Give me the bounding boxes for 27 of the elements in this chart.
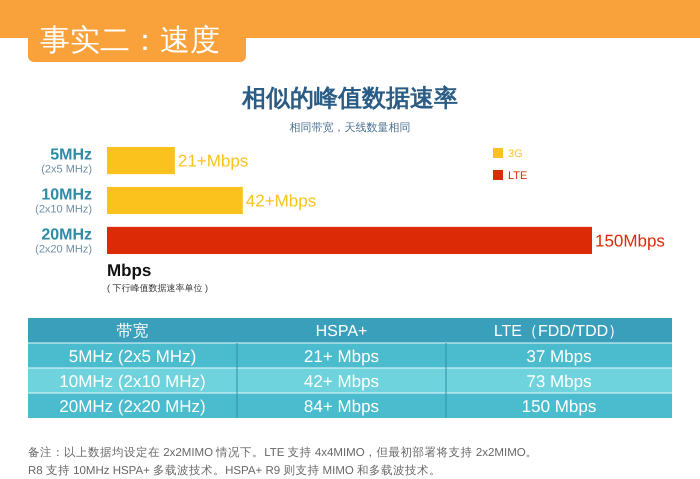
- text: 10MHz (2x10 MHz): [59, 372, 206, 391]
- data-label: 42+Mbps: [246, 192, 316, 210]
- chart-subtitle: 相同带宽，天线数量相同: [290, 121, 410, 134]
- legend-label: 3G: [508, 148, 523, 160]
- text: 事实二：速度: [40, 24, 220, 57]
- text: 37 Mbps: [526, 347, 592, 366]
- category-label: LTE（FDD/TDD）: [494, 323, 624, 340]
- category-label: 带宽: [116, 322, 148, 340]
- text: 备注：以上数据均设定在 2x2MIMO 情况下。LTE 支持 4x4MIMO，但最初部署将支持 2x2MIMO。: [28, 445, 538, 459]
- text: 5MHz (2x5 MHz): [68, 347, 196, 366]
- text: 73 Mbps: [526, 372, 592, 391]
- text: 150 Mbps: [522, 397, 596, 416]
- category-label: HSPA+: [316, 323, 368, 340]
- y-tick-label: 10MHz (2x10 MHz): [35, 186, 92, 216]
- text: ( 下行峰值数据速率单位 ): [107, 283, 208, 293]
- x-axis-title: Mbps: [107, 261, 152, 280]
- y-tick-label: 5MHz (2x5 MHz): [41, 146, 92, 176]
- data-label: 21+Mbps: [178, 152, 248, 171]
- text: 42+ Mbps: [304, 372, 380, 391]
- text: R8 支持 10MHz HSPA+ 多载波技术。HSPA+ R9 则支持 MIMO 和多载波技术。: [28, 464, 442, 477]
- text: 21+ Mbps: [304, 347, 380, 366]
- legend-label: LTE: [508, 170, 528, 182]
- text: 84+ Mbps: [304, 397, 380, 416]
- y-tick-label: 20MHz (2x20 MHz): [35, 226, 92, 256]
- text: 20MHz (2x20 MHz): [59, 397, 206, 416]
- data-label: 150Mbps: [595, 231, 665, 250]
- chart-title: 相似的峰值数据速率: [241, 85, 458, 112]
